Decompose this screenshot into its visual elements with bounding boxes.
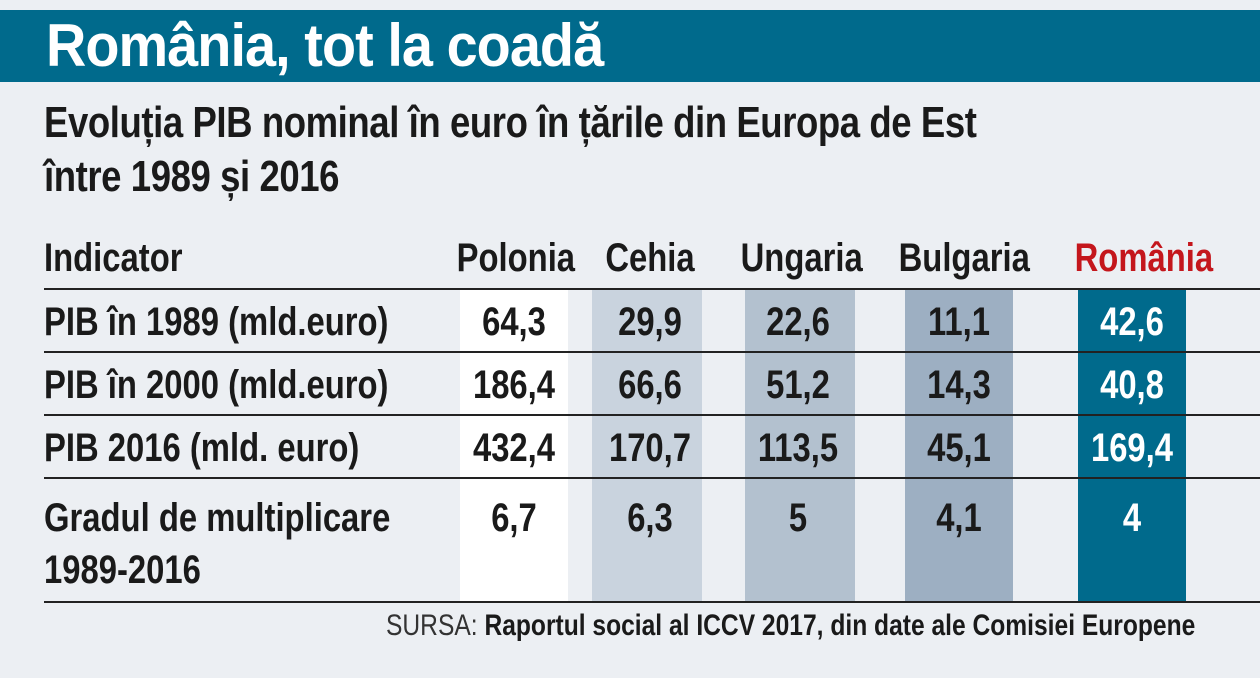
cell-ungaria-2000: 51,2: [766, 363, 830, 407]
column-bg-polonia: [460, 290, 568, 602]
cell-romania-multiplicare: 4: [1122, 496, 1142, 540]
header-ungaria: Ungaria: [740, 236, 863, 280]
rule-row-2: [44, 414, 1260, 416]
row-label-pib-2016: PIB 2016 (mld. euro): [44, 426, 360, 470]
source-text: Raportul social al ICCV 2017, din date a…: [484, 609, 1196, 642]
cell-cehia-1989: 29,9: [618, 300, 682, 344]
rule-header: [44, 288, 1260, 290]
bottom-margin: [0, 678, 1260, 700]
column-bg-cehia: [592, 290, 702, 602]
title-bar: România, tot la coadă: [0, 10, 1260, 82]
cell-bulgaria-1989: 11,1: [927, 300, 991, 344]
cell-polonia-2000: 186,4: [472, 363, 556, 407]
cell-polonia-2016: 432,4: [472, 426, 556, 470]
cell-bulgaria-multiplicare: 4,1: [936, 496, 982, 540]
rule-bottom: [44, 601, 1260, 603]
rule-row-1: [44, 351, 1260, 353]
source-note: SURSA: Raportul social al ICCV 2017, din…: [386, 608, 1195, 644]
source-label: SURSA:: [386, 609, 478, 642]
column-bg-romania: [1078, 290, 1186, 602]
cell-ungaria-1989: 22,6: [766, 300, 830, 344]
subtitle-line-2: între 1989 și 2016: [44, 152, 340, 201]
header-indicator: Indicator: [44, 236, 183, 280]
chart-subtitle: Evoluția PIB nominal în euro în țările d…: [44, 96, 1040, 204]
cell-polonia-multiplicare: 6,7: [491, 496, 537, 540]
rule-row-3: [44, 477, 1260, 479]
header-bulgaria: Bulgaria: [898, 236, 1030, 280]
cell-polonia-1989: 64,3: [482, 300, 546, 344]
cell-cehia-multiplicare: 6,3: [627, 496, 673, 540]
cell-bulgaria-2016: 45,1: [927, 426, 991, 470]
column-bg-bulgaria: [905, 290, 1013, 602]
row-label-pib-1989: PIB în 1989 (mld.euro): [44, 300, 389, 344]
cell-romania-2000: 40,8: [1100, 363, 1164, 407]
header-romania: România: [1074, 236, 1214, 280]
header-cehia: Cehia: [605, 236, 695, 280]
cell-cehia-2016: 170,7: [608, 426, 692, 470]
row-label-pib-2000: PIB în 2000 (mld.euro): [44, 363, 389, 407]
header-polonia: Polonia: [456, 236, 576, 280]
column-bg-ungaria: [745, 290, 855, 602]
subtitle-line-1: Evoluția PIB nominal în euro în țările d…: [44, 98, 977, 147]
cell-romania-1989: 42,6: [1100, 300, 1164, 344]
chart-title: România, tot la coadă: [46, 12, 604, 79]
row-label-multiplicare-line-2: 1989-2016: [44, 548, 201, 592]
cell-romania-2016: 169,4: [1090, 426, 1174, 470]
cell-ungaria-multiplicare: 5: [788, 496, 808, 540]
cell-ungaria-2016: 113,5: [757, 426, 839, 470]
row-label-multiplicare-line-1: Gradul de multiplicare: [44, 496, 391, 540]
cell-bulgaria-2000: 14,3: [927, 363, 991, 407]
cell-cehia-2000: 66,6: [618, 363, 682, 407]
